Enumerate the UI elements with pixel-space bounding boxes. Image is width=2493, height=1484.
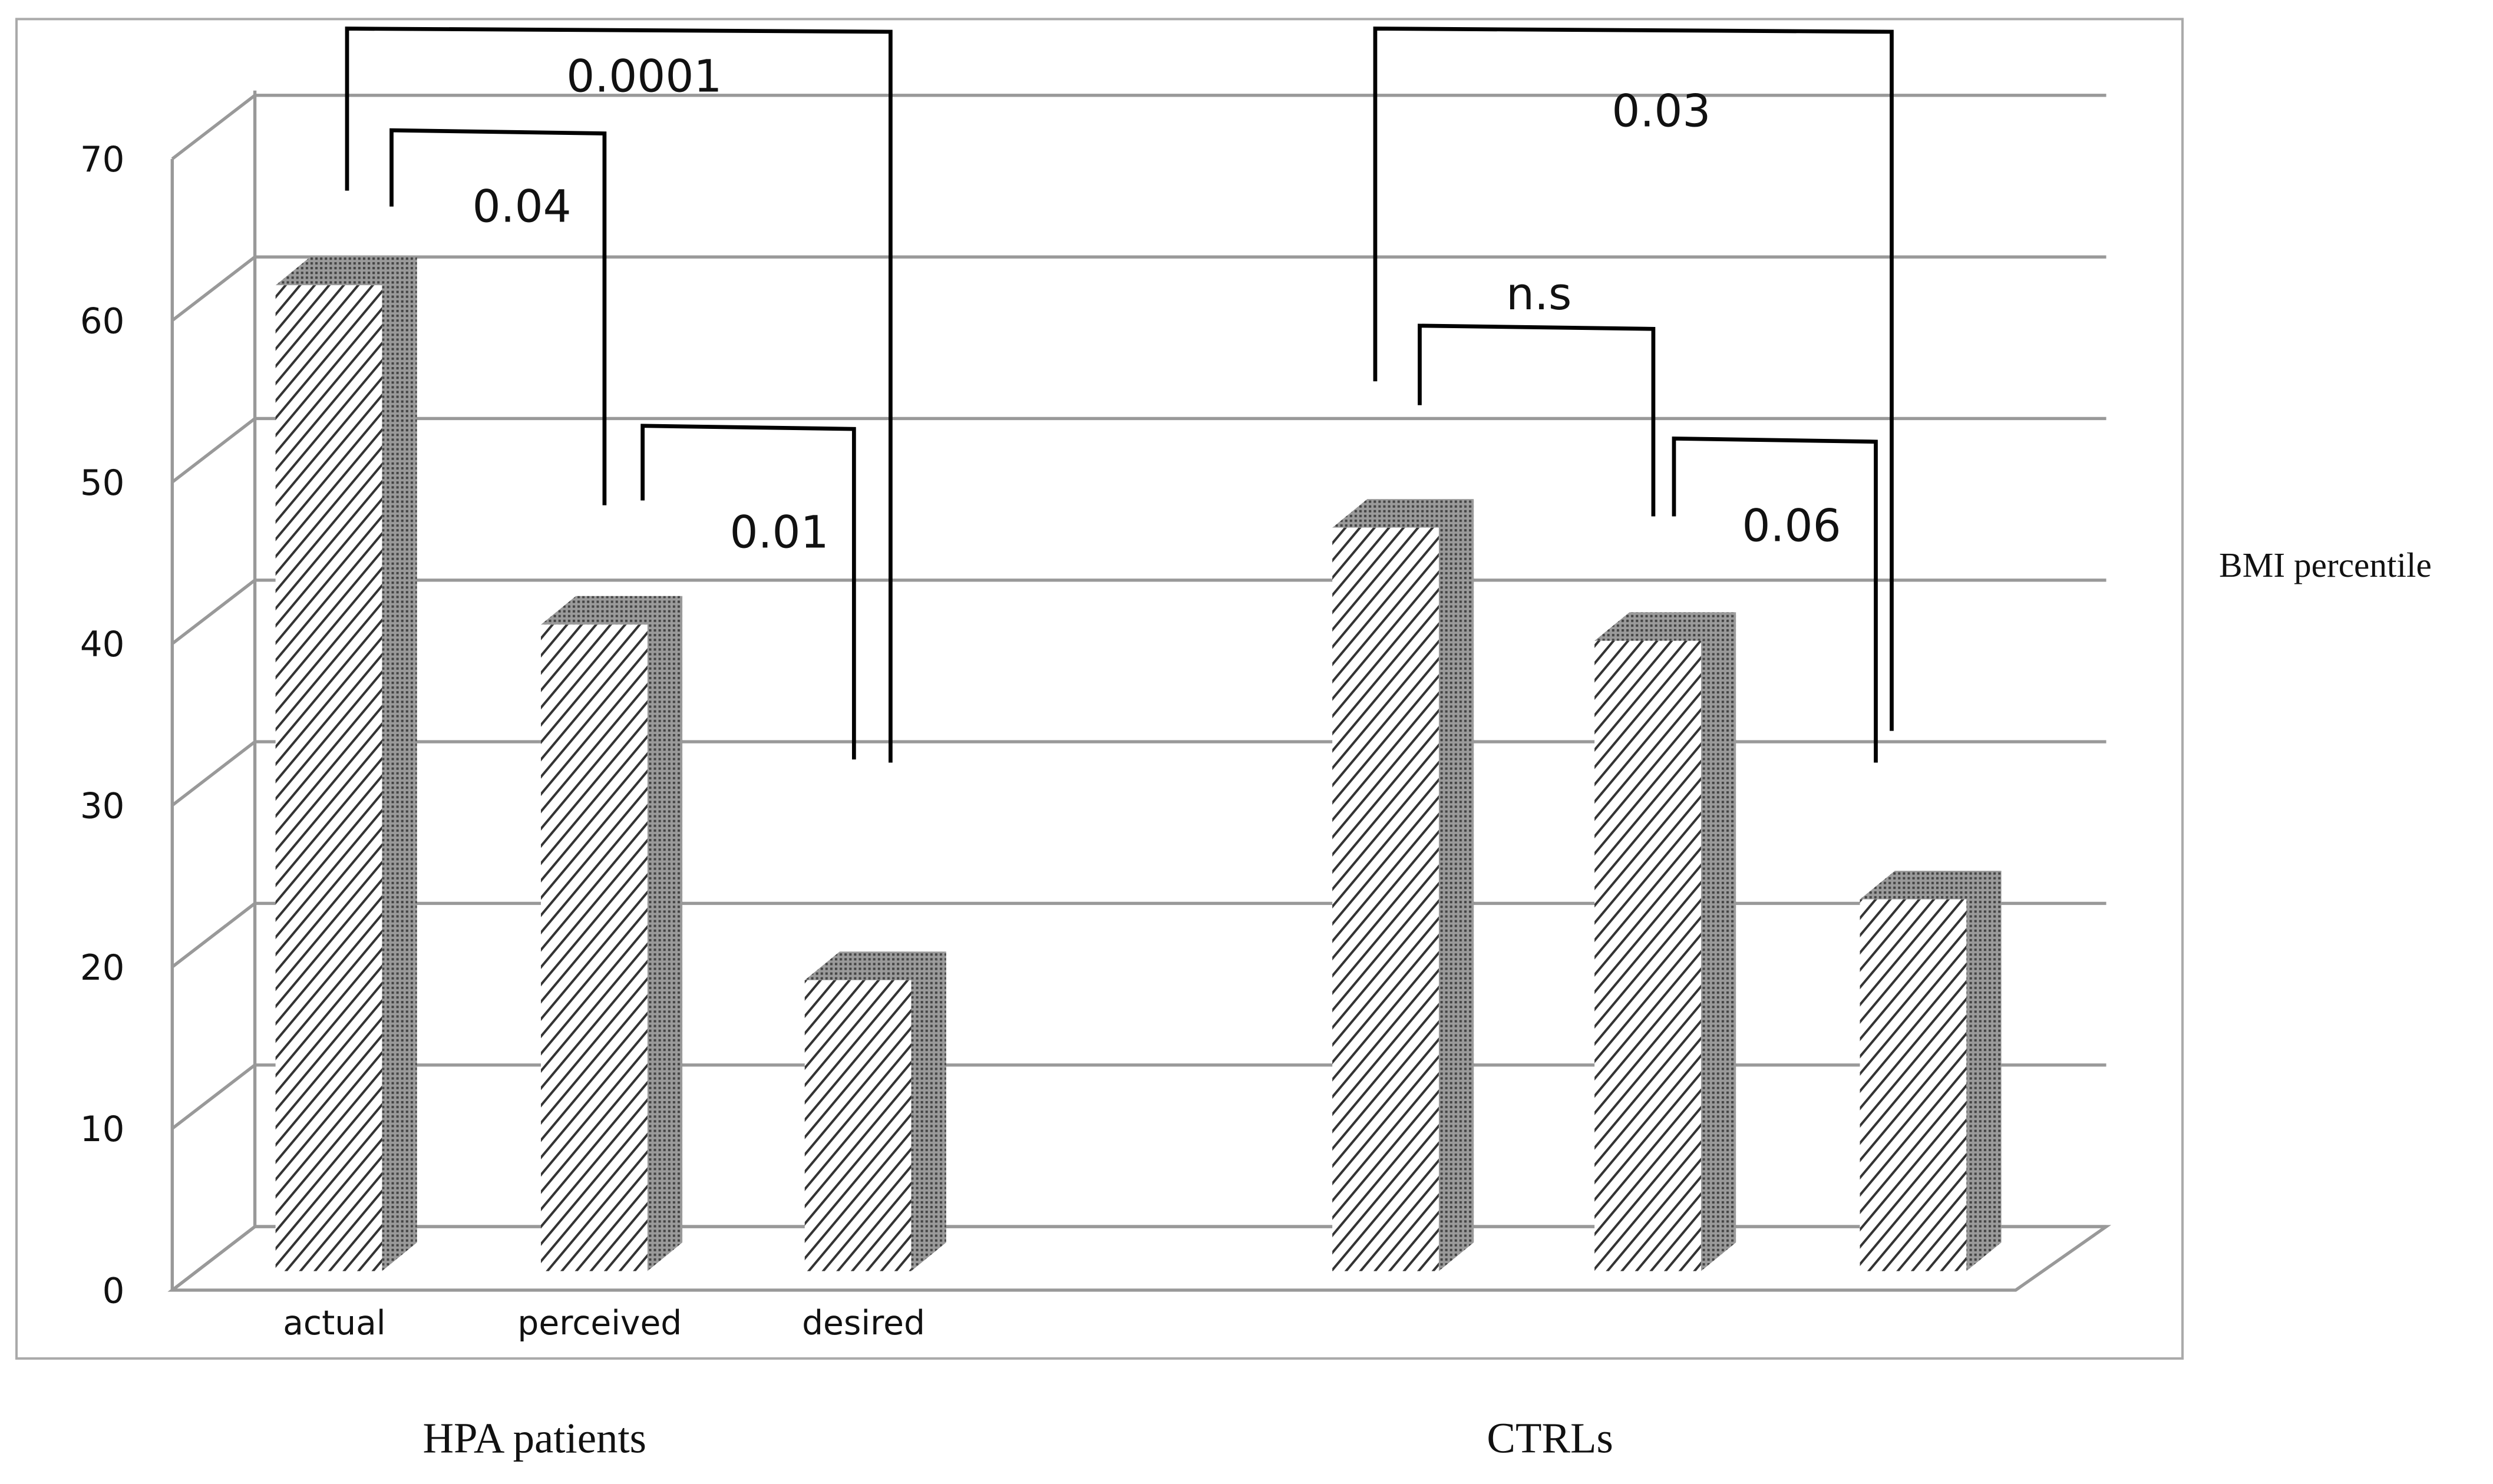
significance-label: 0.03	[1612, 85, 1711, 137]
bar	[1860, 899, 1967, 1271]
grid-line	[171, 1225, 256, 1292]
significance-label: 0.06	[1742, 500, 1841, 552]
bar-side	[1700, 612, 1736, 1271]
significance-bracket	[1672, 436, 1878, 763]
chart-frame	[15, 18, 2184, 1360]
grid-line	[171, 740, 256, 807]
bar	[804, 980, 912, 1271]
bar-side	[1438, 499, 1474, 1271]
bar-top	[1860, 871, 2002, 900]
y-tick-label: 0	[103, 1270, 125, 1311]
significance-bracket	[389, 128, 607, 505]
x-tick-label: perceived	[517, 1304, 682, 1343]
y-tick-label: 60	[80, 301, 124, 342]
bar-top	[1594, 612, 1736, 641]
significance-bracket	[640, 424, 856, 760]
significance-label: 0.04	[473, 181, 572, 233]
floor	[167, 1225, 2112, 1292]
grid-line	[171, 902, 256, 969]
significance-label: 0.0001	[566, 50, 722, 102]
grid-line	[171, 417, 256, 484]
grid-line	[171, 1063, 256, 1130]
bar-side	[1966, 871, 2002, 1271]
bar-top	[275, 256, 417, 286]
significance-bracket	[1418, 323, 1656, 517]
bar-top	[804, 951, 946, 980]
group-label: CTRLs	[1487, 1414, 1613, 1462]
bar-side	[382, 256, 417, 1271]
y-tick-label: 70	[80, 139, 124, 180]
y-axis-label: BMI percentile	[2219, 546, 2432, 584]
significance-label: 0.01	[730, 506, 829, 558]
x-tick-label: actual	[283, 1304, 385, 1343]
bar-side	[911, 951, 946, 1271]
bar	[1332, 527, 1439, 1271]
x-tick-label: desired	[802, 1304, 925, 1343]
group-label: HPA patients	[422, 1414, 646, 1462]
significance-bracket	[1373, 27, 1894, 731]
grid-line	[171, 256, 256, 322]
y-tick-label: 10	[80, 1109, 124, 1149]
bar	[275, 285, 382, 1271]
bar-side	[647, 596, 683, 1271]
bar-top	[1332, 499, 1474, 528]
grid-line	[171, 94, 256, 160]
bar-top	[541, 596, 683, 625]
y-tick-label: 20	[80, 947, 124, 988]
y-tick-label: 40	[80, 624, 124, 665]
bar	[1594, 640, 1701, 1271]
bar	[541, 624, 648, 1271]
significance-bracket	[345, 27, 893, 763]
significance-label: n.s	[1506, 268, 1571, 320]
y-tick-label: 30	[80, 785, 124, 826]
y-tick-label: 50	[80, 462, 124, 503]
grid-line	[171, 579, 256, 645]
